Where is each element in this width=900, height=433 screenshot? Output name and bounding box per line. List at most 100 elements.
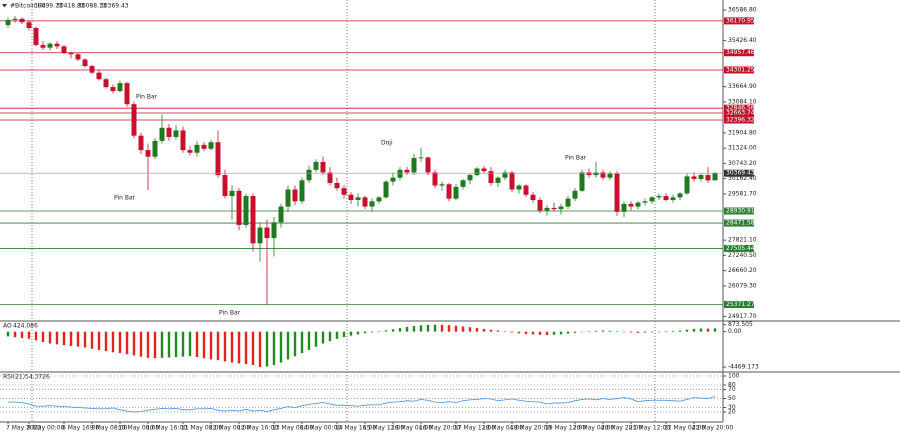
y-tick-label: 100	[728, 373, 740, 380]
ao-bar	[433, 324, 437, 332]
candle-body	[243, 196, 249, 225]
level-box	[724, 219, 754, 227]
level-box	[724, 207, 754, 215]
y-tick-label: 35426.40	[728, 37, 757, 44]
ao-bar	[195, 331, 199, 358]
ao-bar	[524, 331, 528, 335]
symbol-title: #Bitcoin,H4	[10, 3, 46, 10]
ao-bar	[622, 331, 626, 333]
ao-bar	[132, 331, 136, 356]
candle-body	[516, 185, 522, 190]
candle-body	[320, 161, 326, 173]
level-box	[724, 104, 754, 112]
ao-bar	[321, 331, 325, 344]
ao-bar	[153, 331, 157, 359]
ao-bar	[566, 331, 570, 334]
ao-bar	[440, 324, 444, 332]
ao-bar	[69, 331, 73, 346]
ao-bar	[118, 331, 122, 354]
ao-bar	[587, 331, 591, 332]
y-tick-label: -4469.173	[728, 364, 759, 371]
candle-body	[257, 227, 263, 244]
ao-bar	[482, 328, 486, 332]
x-tick-label: 8 May 16:00	[62, 425, 100, 432]
ao-bar	[664, 331, 668, 332]
level-label: 28930.91	[726, 208, 755, 215]
candle-body	[397, 169, 403, 178]
candle-body	[621, 203, 627, 212]
ao-bar	[454, 325, 458, 332]
x-tick-label: 20 May 04:00	[573, 425, 614, 432]
ao-bar	[251, 331, 255, 365]
candle-body	[194, 144, 200, 153]
y-tick-label: 26660.20	[728, 267, 757, 274]
ao-bar	[181, 331, 185, 357]
y-tick-label: 24917.70	[728, 313, 757, 320]
ao-bar	[41, 331, 45, 342]
ao-bar	[517, 331, 521, 334]
x-tick-label: 22 May 20:00	[692, 425, 733, 432]
x-tick-label: 10 May 00:00	[118, 425, 159, 432]
ao-bar	[594, 330, 598, 332]
candle-body	[47, 43, 53, 48]
ao-bar	[62, 331, 66, 346]
x-tick-label: 7 May 2022	[6, 425, 41, 432]
candle-body	[495, 177, 501, 183]
candle-body	[411, 157, 417, 173]
x-tick-label: 14 May 16:00	[335, 425, 376, 432]
candle-body	[250, 196, 256, 244]
annotation: Pin Bar	[219, 310, 241, 317]
candle-body	[348, 194, 354, 200]
candle-body	[558, 206, 564, 210]
candle-body	[418, 157, 424, 159]
candle-body	[5, 19, 11, 25]
candle-body	[614, 173, 620, 212]
ao-bar	[377, 331, 381, 332]
candle-body	[285, 189, 291, 207]
ohlc-open: 30099.73	[34, 3, 63, 10]
ao-bar	[20, 331, 24, 338]
ao-bar	[419, 325, 423, 332]
ao-bar	[83, 331, 87, 348]
rsi-current: 54.3726	[25, 374, 50, 381]
ao-bar	[104, 331, 108, 352]
level-label: 32396.32	[726, 117, 755, 124]
ao-bar	[265, 331, 269, 367]
ao-bar	[643, 331, 647, 333]
candle-body	[271, 222, 277, 239]
level-box	[724, 49, 754, 57]
ao-bar	[398, 328, 402, 332]
ao-bar	[412, 326, 416, 332]
ao-bar	[188, 331, 192, 357]
candle-body	[453, 186, 459, 199]
candle-body	[299, 180, 305, 202]
level-label: 25371.27	[726, 301, 755, 308]
ao-bar	[314, 331, 318, 347]
ao-bar	[615, 331, 619, 332]
candle-body	[537, 199, 543, 211]
ao-bar	[293, 331, 297, 357]
ao-bar	[671, 331, 675, 332]
candle-body	[362, 197, 368, 207]
candle-body	[26, 22, 32, 28]
x-tick-label: 20 May 20:00	[601, 425, 642, 432]
x-tick-label: 16 May 20:00	[419, 425, 460, 432]
y-tick-label: 36586.80	[728, 6, 757, 13]
candle-body	[684, 176, 690, 194]
y-tick-label: 33664.90	[728, 83, 757, 90]
y-tick-label: 20	[728, 409, 736, 416]
ao-bar	[55, 331, 59, 345]
candle-body	[40, 44, 46, 48]
candle-body	[628, 203, 634, 207]
y-tick-label: 50	[728, 395, 736, 402]
candle-body	[75, 54, 81, 60]
x-tick-label: 8 May 00:00	[27, 425, 65, 432]
candle-body	[341, 188, 347, 195]
level-label: 34301.25	[726, 66, 755, 73]
candle-body	[12, 18, 18, 20]
x-tick-label: 22 May 04:00	[664, 425, 705, 432]
ao-bar	[356, 331, 360, 335]
candle-body	[96, 72, 102, 80]
candle-body	[649, 197, 655, 202]
current-price-box	[724, 169, 754, 177]
